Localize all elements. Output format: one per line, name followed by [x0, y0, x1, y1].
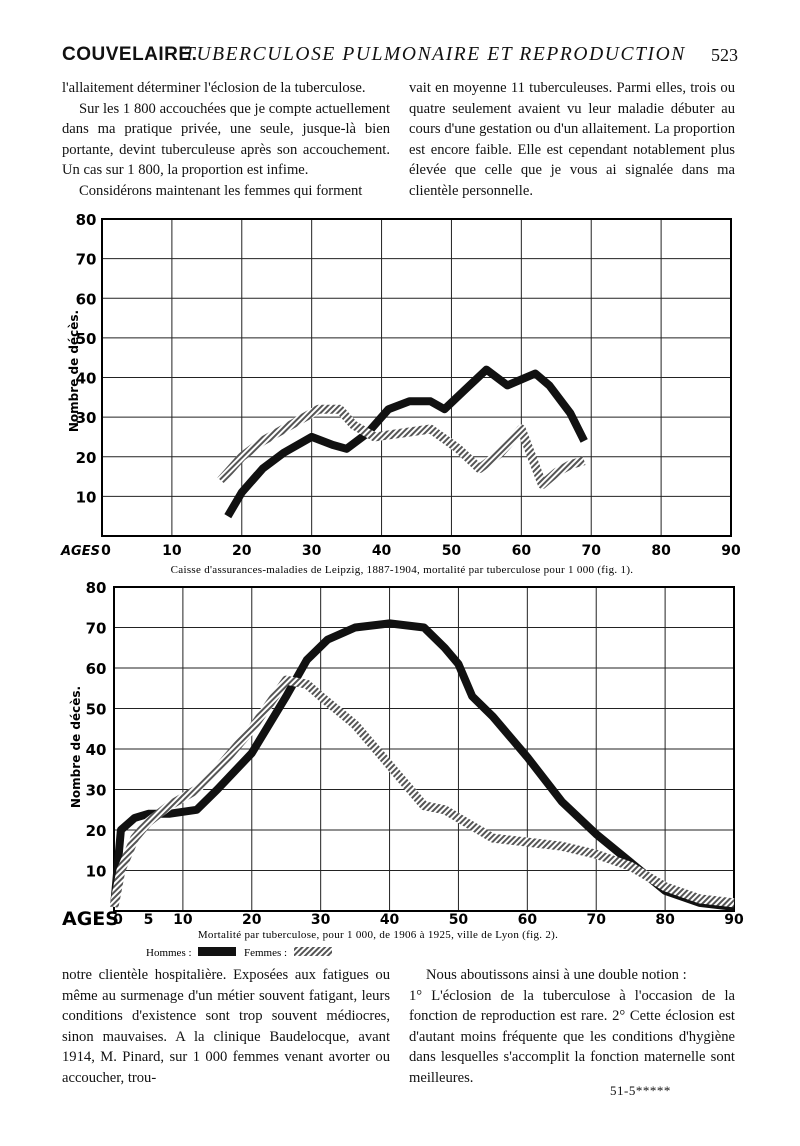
legend-label: Hommes :: [146, 947, 192, 959]
x-tick-label: 80: [655, 912, 675, 928]
page-number: 523: [711, 45, 738, 65]
series-line-hommes: [110, 619, 735, 911]
y-tick-label: 80: [86, 579, 107, 597]
series-line-femmes: [217, 404, 586, 489]
y-tick-label: 50: [86, 701, 107, 719]
y-tick-label: 30: [76, 409, 97, 427]
y-tick-label: 70: [86, 620, 107, 638]
paragraph: l'allaitement déterminer l'éclosion de l…: [62, 80, 366, 96]
text-bottom-left: notre clientèle hospitalière. Exposées a…: [62, 965, 390, 1089]
plot-frame: [113, 586, 735, 912]
y-tick-label: 30: [86, 782, 107, 800]
figure-caption: Caisse d'assurances-maladies de Leipzig,…: [171, 564, 634, 576]
legend-swatch-hatched: [294, 947, 332, 956]
x-tick-label: 60: [512, 543, 532, 559]
header-author: COUVELAIRE.: [62, 44, 198, 65]
y-tick-label: 10: [76, 488, 97, 506]
x-tick-label: 50: [449, 912, 469, 928]
series-line-femmes: [109, 675, 735, 908]
x-tick-label: 70: [581, 543, 601, 559]
x-axis-prefix: AGES: [62, 908, 119, 930]
x-tick-label: 20: [232, 543, 252, 559]
figure-1-chart: 10 20 30 40 50 60 70 80 0 10 20 30 40 50 60 70 80 90 AGES N…: [60, 211, 741, 576]
x-tick-label: 10: [173, 912, 193, 928]
series-line-hommes: [224, 365, 588, 519]
y-tick-label: 50: [76, 330, 97, 348]
y-tick-label: 20: [86, 822, 107, 840]
x-tick-label: 10: [162, 543, 182, 559]
y-tick-label: 80: [76, 211, 97, 229]
figure-caption: Mortalité par tuberculose, pour 1 000, d…: [198, 929, 558, 941]
x-tick-label: 40: [372, 543, 392, 559]
x-tick-label: 90: [724, 912, 744, 928]
x-tick-label: 30: [311, 912, 331, 928]
y-tick-label: 60: [86, 660, 107, 678]
paragraph: notre clientèle hospitalière. Exposées a…: [62, 967, 390, 1086]
x-tick-label: 0: [113, 912, 123, 928]
y-tick-label: 60: [76, 290, 97, 308]
y-axis-label: Nombre de décès.: [67, 310, 81, 432]
x-axis-prefix: AGES: [60, 544, 100, 559]
y-tick-label: 70: [76, 251, 97, 269]
x-tick-label: 90: [721, 543, 741, 559]
figure-2-chart: 10 20 30 40 50 60 70 80 0 5 10 20 30 40 50 60 70 80 90 AGES…: [62, 579, 744, 959]
text-top-left: l'allaitement déterminer l'éclosion de l…: [62, 78, 390, 202]
y-tick-label: 40: [76, 370, 97, 388]
x-tick-label: 30: [302, 543, 322, 559]
x-tick-label: 60: [518, 912, 538, 928]
signature-mark: 51-5*****: [610, 1083, 671, 1098]
plot-frame: [101, 218, 732, 537]
x-tick-label: 40: [380, 912, 400, 928]
header-title: TUBERCULOSE PULMONAIRE ET REPRODUCTION: [184, 44, 686, 65]
running-header: COUVELAIRE. TUBERCULOSE PULMONAIRE ET RE…: [62, 44, 742, 74]
y-tick-label: 20: [76, 449, 97, 467]
y-tick-label: 40: [86, 741, 107, 759]
text-bottom-right: Nous aboutissons ainsi à une double noti…: [409, 965, 735, 1089]
x-tick-label: 20: [242, 912, 262, 928]
paragraph: 1° L'éclosion de la tuberculose à l'occa…: [409, 987, 735, 1086]
x-tick-label: 0: [101, 543, 111, 559]
paragraph: Sur les 1 800 accouchées que je compte a…: [62, 100, 390, 179]
x-tick-label: 5: [144, 912, 154, 928]
y-axis-label: Nombre de décès.: [69, 686, 83, 808]
paragraph: Considérons maintenant les femmes qui fo…: [79, 182, 363, 199]
legend-swatch-solid: [198, 947, 236, 956]
legend-label: Femmes :: [244, 947, 287, 959]
text-top-right: vait en moyenne 11 tuberculeuses. Parmi …: [409, 78, 735, 202]
paragraph: vait en moyenne 11 tuberculeuses. Parmi …: [409, 80, 735, 199]
x-tick-label: 50: [442, 543, 462, 559]
x-tick-label: 80: [651, 543, 671, 559]
x-tick-label: 70: [586, 912, 606, 928]
paragraph: Nous aboutissons ainsi à une double noti…: [426, 967, 687, 983]
y-tick-label: 10: [86, 863, 107, 881]
